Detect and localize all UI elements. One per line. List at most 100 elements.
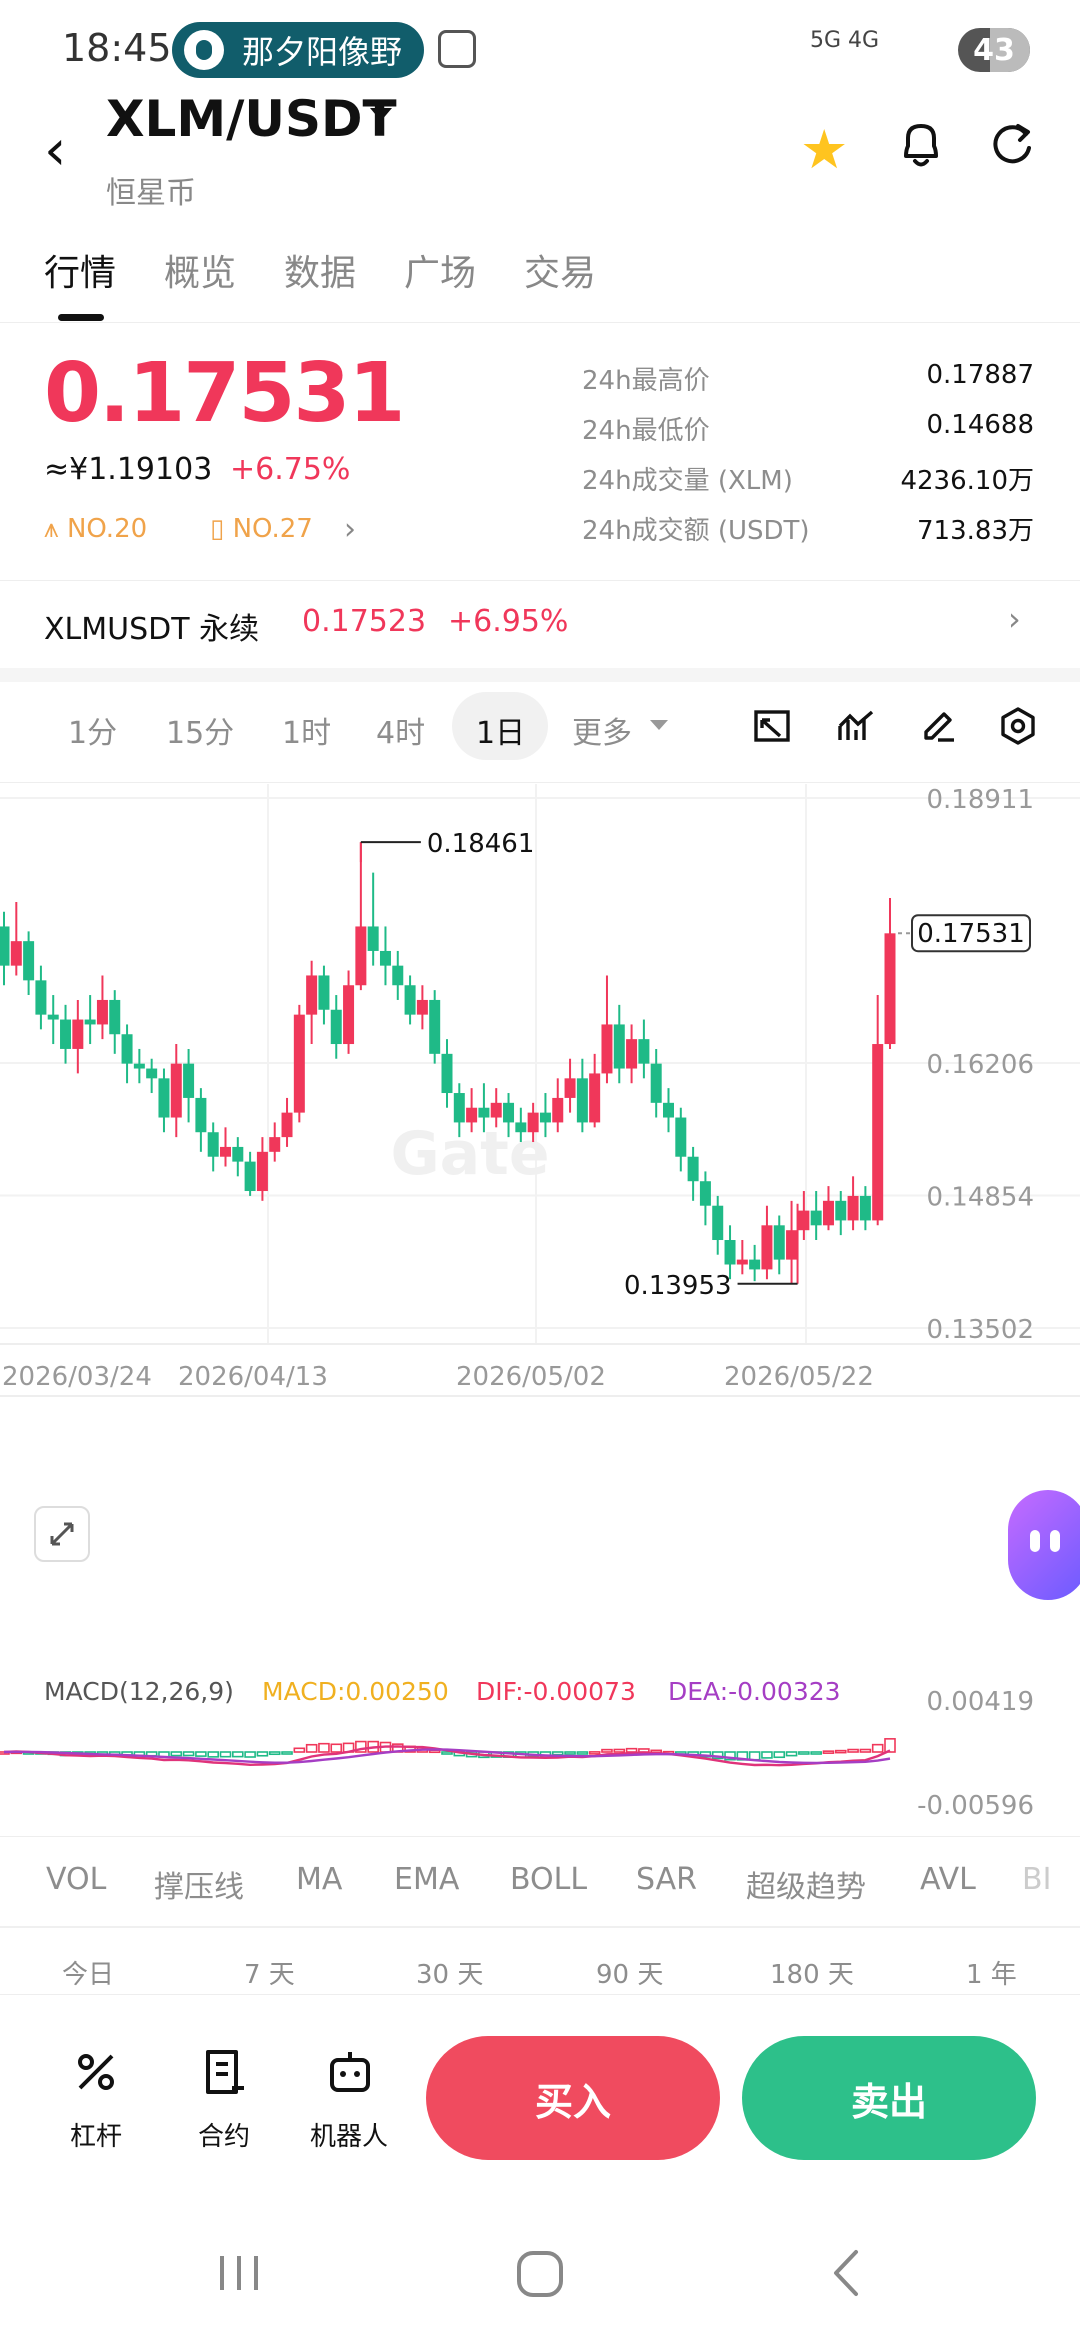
candle-body [96, 999, 108, 1025]
candle-body [453, 1093, 465, 1123]
candle-body [822, 1200, 834, 1226]
timeframe-1m[interactable]: 1分 [68, 716, 118, 751]
candle-body [576, 1078, 588, 1123]
candle-body [293, 1014, 305, 1113]
candle-body [0, 926, 10, 966]
app-pill-label: 那夕阳像野 [242, 33, 403, 71]
tab-overview[interactable]: 概览 [164, 253, 237, 294]
candle-body [158, 1078, 170, 1118]
rank-badge-1[interactable]: ⩚ NO.20 [44, 514, 148, 544]
candle-body [281, 1112, 293, 1138]
contract-label[interactable]: 合约 [198, 2122, 251, 2152]
indicator-avl[interactable]: AVL [920, 1862, 976, 1897]
max-price-label: 0.18461 [427, 829, 535, 859]
more-caret-icon[interactable] [650, 720, 668, 730]
chart-type-icon[interactable] [752, 706, 792, 746]
x-tick-label: 2026/05/22 [724, 1362, 874, 1392]
assistant-bot-icon[interactable] [1008, 1490, 1080, 1600]
candle-body [133, 1063, 145, 1069]
candle-body [478, 1107, 490, 1118]
expand-chart-icon[interactable] [34, 1506, 90, 1562]
rank-chevron-icon[interactable]: › [344, 512, 356, 547]
macd-y-bottom: -0.00596 [917, 1791, 1034, 1821]
candle-body [170, 1063, 182, 1118]
macd-bar [601, 1748, 613, 1753]
candle-body [650, 1063, 662, 1103]
macd-bar [871, 1743, 884, 1753]
back-icon[interactable]: ‹ [44, 118, 67, 183]
home-icon[interactable] [514, 2248, 566, 2300]
timeframe-4h[interactable]: 4时 [376, 716, 426, 751]
settings-hex-icon[interactable] [998, 706, 1038, 746]
candle-body [256, 1151, 268, 1192]
candle-body [761, 1225, 773, 1270]
macd-bar [748, 1751, 761, 1761]
timeframe-more[interactable]: 更多 [572, 716, 632, 751]
timeframe-1h[interactable]: 1时 [282, 716, 332, 751]
refresh-icon[interactable] [988, 120, 1036, 168]
candle-body [589, 1073, 601, 1123]
indicator-bi[interactable]: BI [1022, 1862, 1052, 1897]
indicator-supertrend[interactable]: 超级趋势 [746, 1870, 866, 1905]
robot-label[interactable]: 机器人 [310, 2122, 389, 2152]
candle-body [503, 1102, 515, 1123]
timeframe-1d[interactable]: 1日 [476, 716, 526, 751]
app-pill[interactable]: 那夕阳像野 [172, 22, 424, 78]
indicator-boll[interactable]: BOLL [510, 1862, 588, 1897]
candle-body [207, 1132, 219, 1157]
macd-dif: DIF:-0.00073 [476, 1677, 636, 1706]
sell-button[interactable]: 卖出 [742, 2036, 1036, 2160]
tab-square[interactable]: 广场 [404, 253, 477, 294]
indicator-icon[interactable] [836, 706, 876, 746]
leverage-icon[interactable] [72, 2048, 120, 2096]
candle-body [60, 1019, 72, 1049]
draw-pen-icon[interactable] [918, 706, 958, 746]
indicator-sar[interactable]: SAR [636, 1862, 697, 1897]
range-1y[interactable]: 1 年 [966, 1960, 1017, 1990]
indicator-ema[interactable]: EMA [394, 1862, 460, 1897]
indicator-ma[interactable]: MA [296, 1862, 343, 1897]
range-180d[interactable]: 180 天 [770, 1960, 854, 1990]
candle-body [699, 1181, 711, 1206]
candle-body [47, 1014, 59, 1020]
macd-bar [551, 1751, 564, 1756]
rank-badge-2[interactable]: ▯ NO.27 [210, 514, 313, 544]
perp-name[interactable]: XLMUSDT 永续 [44, 612, 260, 647]
tab-data[interactable]: 数据 [284, 253, 357, 294]
pair-dropdown-icon[interactable] [370, 108, 392, 121]
recent-apps-icon[interactable] [214, 2248, 264, 2298]
robot-icon[interactable] [326, 2048, 374, 2096]
macd-dea: DEA:-0.00323 [668, 1677, 841, 1706]
range-30d[interactable]: 30 天 [416, 1960, 484, 1990]
timeframe-15m[interactable]: 15分 [166, 716, 235, 751]
rank-bar-icon: ▯ [210, 514, 233, 544]
stat-volume-value: 4236.10万 [900, 466, 1034, 496]
indicator-vol[interactable]: VOL [46, 1862, 107, 1897]
macd-bar [330, 1743, 343, 1753]
buy-button[interactable]: 买入 [426, 2036, 720, 2160]
status-time: 18:45 [62, 26, 172, 70]
bell-icon[interactable] [898, 120, 944, 170]
tab-market[interactable]: 行情 [44, 253, 117, 294]
leverage-label[interactable]: 杠杆 [70, 2122, 123, 2152]
macd-bar [268, 1751, 281, 1756]
contract-icon[interactable] [200, 2048, 248, 2096]
candle-body [527, 1112, 539, 1133]
status-bar: 18:45 那夕阳像野 5G 4G 43 [0, 0, 1080, 100]
tab-trade[interactable]: 交易 [524, 253, 597, 294]
x-tick-label: 2026/05/02 [456, 1362, 606, 1392]
perp-price: 0.17523 [302, 604, 427, 639]
indicator-support[interactable]: 撑压线 [154, 1870, 244, 1905]
range-7d[interactable]: 7 天 [244, 1960, 295, 1990]
candle-body [626, 1039, 638, 1069]
pair-title[interactable]: XLM/USDT [106, 90, 397, 148]
range-90d[interactable]: 90 天 [596, 1960, 664, 1990]
macd-bar [318, 1742, 330, 1753]
y-tick-label: 0.18911 [926, 785, 1034, 815]
macd-bar [244, 1751, 256, 1758]
range-today[interactable]: 今日 [62, 1960, 115, 1990]
back-nav-icon[interactable] [826, 2248, 866, 2298]
favorite-star-icon[interactable]: ★ [800, 118, 849, 181]
perp-chevron-icon[interactable]: › [1008, 600, 1021, 638]
